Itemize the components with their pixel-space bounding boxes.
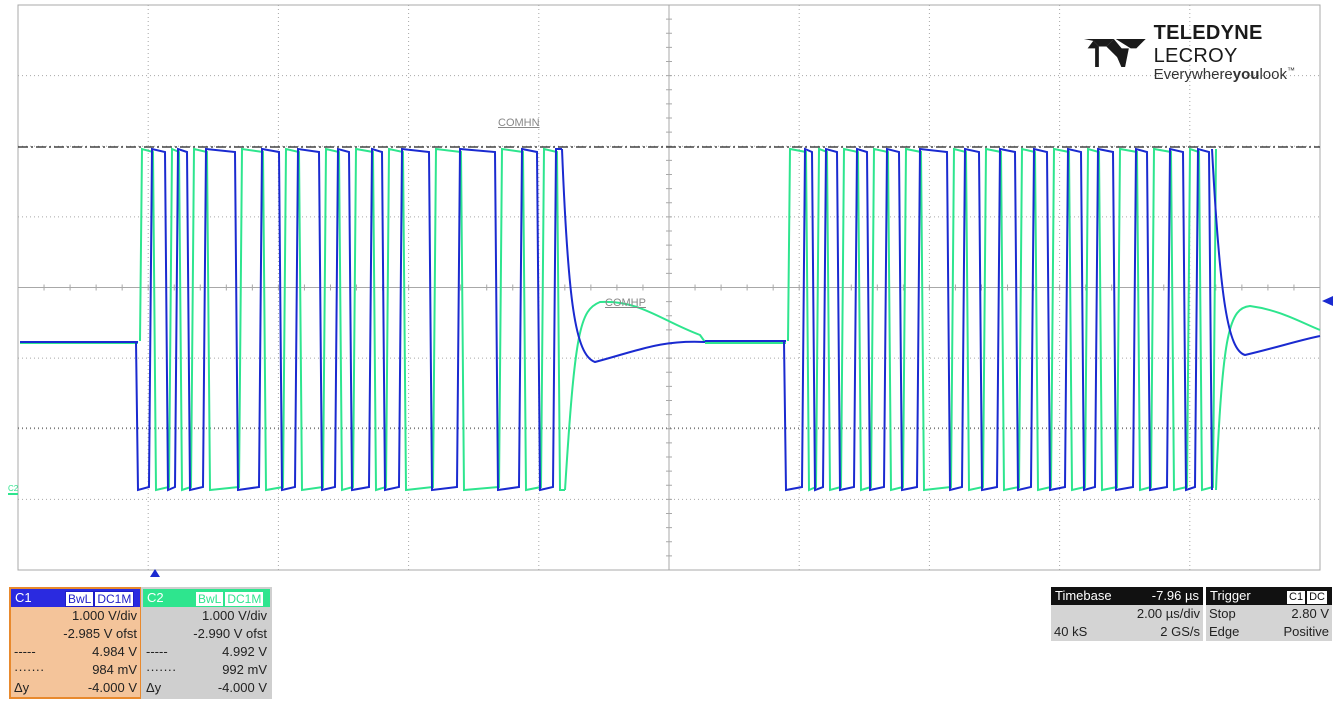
channel2-delta-symbol: Δy: [146, 680, 162, 695]
channel2-cursor2-symbol: ·······: [146, 662, 177, 677]
graticule: [17, 4, 1321, 571]
channel2-name: C2: [147, 590, 164, 605]
channel1-descriptor[interactable]: C1 BwL DC1M 1.000 V/div -2.985 V ofst ----…: [9, 587, 142, 699]
channel1-name: C1: [15, 590, 32, 605]
channel1-vdiv: 1.000 V/div: [71, 608, 137, 623]
traces: [20, 147, 1321, 492]
c2-ground-marker[interactable]: C2: [8, 484, 19, 495]
channel2-coupling-tag: DC1M: [224, 590, 265, 607]
tagline-c: look: [1259, 66, 1287, 83]
trigger-source-tag: C1: [1286, 590, 1307, 605]
brand-name-2: LECROY: [1153, 45, 1238, 67]
teledyne-lecroy-logo: TELEDYNE LECROY Everywhereyoulook™: [1082, 22, 1340, 83]
channel2-cursor1-symbol: -----: [146, 644, 168, 659]
timebase-tdiv: 2.00 µs/div: [1136, 606, 1200, 621]
channel2-delta-value: -4.000 V: [217, 680, 267, 695]
trigger-descriptor[interactable]: Trigger C1 DC Stop 2.80 V Edge Positive: [1206, 587, 1332, 641]
channel1-delta-value: -4.000 V: [87, 680, 137, 695]
trigger-position-marker[interactable]: [150, 569, 160, 577]
tagline-a: Everywhere: [1153, 66, 1233, 83]
channel1-cursor1-symbol: -----: [14, 644, 36, 659]
channel2-cursor1-value: 4.992 V: [222, 644, 267, 659]
trigger-slope: Positive: [1283, 624, 1329, 639]
channel2-trace: [20, 147, 1321, 492]
trademark: ™: [1286, 66, 1295, 75]
channel1-trace: [20, 147, 1321, 492]
channel2-vdiv: 1.000 V/div: [201, 608, 267, 623]
timebase-samples: 40 kS: [1054, 624, 1088, 639]
trigger-mode: Stop: [1209, 606, 1236, 621]
trigger-label: Trigger: [1210, 588, 1251, 603]
channel1-cursor2-symbol: ·······: [14, 662, 45, 677]
trigger-coupling-tag: DC: [1306, 590, 1328, 605]
comhn-label: COMHN: [498, 117, 540, 129]
channel1-offset: -2.985 V ofst: [63, 626, 137, 641]
brand-name: TELEDYNE: [1153, 22, 1263, 44]
tagline-b: you: [1232, 66, 1260, 83]
timebase-descriptor[interactable]: Timebase -7.96 µs 2.00 µs/div 40 kS 2 GS/s: [1051, 587, 1203, 641]
timebase-rate: 2 GS/s: [1160, 624, 1200, 639]
timebase-label: Timebase: [1055, 588, 1112, 603]
comhp-label: COMHP: [605, 297, 646, 309]
channel1-cursor1-value: 4.984 V: [92, 644, 137, 659]
channel2-bw-tag: BwL: [195, 590, 225, 607]
timebase-delay: -7.96 µs: [1151, 588, 1199, 603]
channel2-descriptor[interactable]: C2 BwL DC1M 1.000 V/div -2.990 V ofst ----…: [141, 587, 272, 699]
trigger-level-marker[interactable]: [1322, 296, 1333, 306]
teledyne-logo-icon: [1083, 38, 1146, 67]
channel1-delta-symbol: Δy: [14, 680, 30, 695]
channel1-cursor2-value: 984 mV: [92, 662, 137, 677]
channel2-offset: -2.990 V ofst: [193, 626, 267, 641]
channel1-bw-tag: BwL: [65, 590, 95, 607]
channel2-cursor2-value: 992 mV: [222, 662, 267, 677]
waveform-display[interactable]: [0, 0, 1340, 580]
trigger-type: Edge: [1209, 624, 1240, 639]
trigger-level: 2.80 V: [1291, 606, 1329, 621]
channel1-coupling-tag: DC1M: [94, 590, 135, 607]
